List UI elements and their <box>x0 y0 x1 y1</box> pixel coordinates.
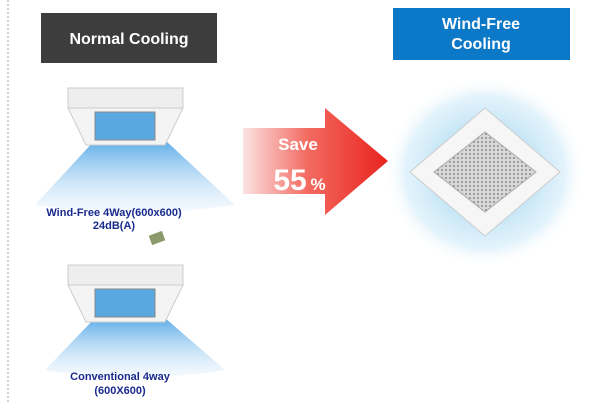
cassette <box>67 264 184 286</box>
save-value: 55 <box>273 164 306 197</box>
right-header: Wind-Free <box>442 16 520 33</box>
cassette-grille <box>94 111 156 141</box>
cassette <box>67 87 184 109</box>
arrow <box>243 108 388 215</box>
unit-label: (600X600) <box>94 385 146 397</box>
save-unit: % <box>310 175 325 194</box>
airflow <box>45 318 225 378</box>
cassette-grille <box>94 288 156 318</box>
cassette-grille <box>433 131 537 213</box>
unit-label: Wind-Free 4Way(600x600) <box>46 207 182 219</box>
airflow <box>35 140 235 213</box>
unit-label: 24dB(A) <box>93 220 136 232</box>
header-box <box>393 8 570 60</box>
save-label: Save <box>278 135 318 154</box>
header-box <box>41 13 217 63</box>
left-header: Normal Cooling <box>69 31 188 48</box>
right-header: Cooling <box>451 36 511 53</box>
unit-label: Conventional 4way <box>70 371 171 383</box>
icon <box>148 230 166 246</box>
